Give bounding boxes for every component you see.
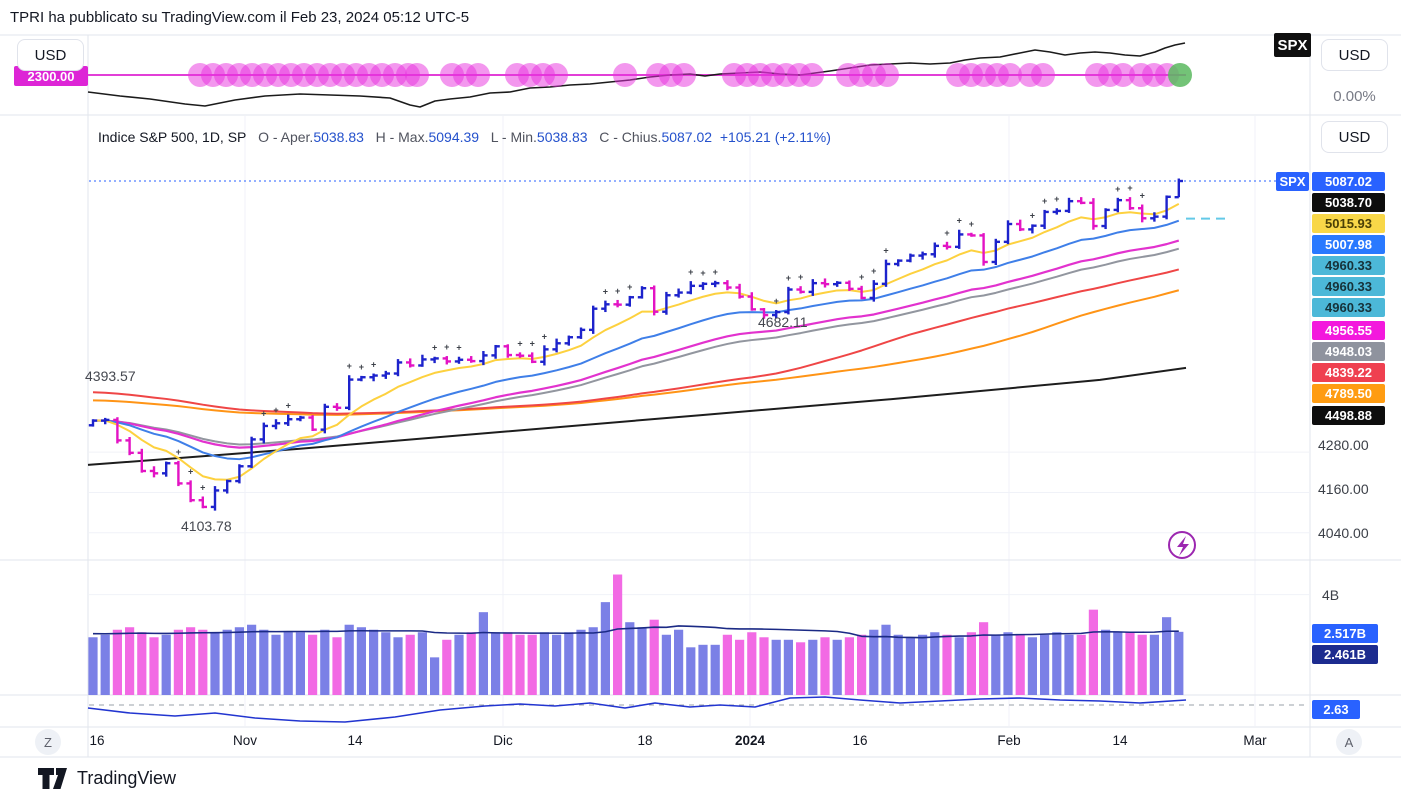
- timeframe-zoom-button[interactable]: Z: [35, 729, 61, 755]
- time-axis-tick[interactable]: Mar: [1243, 733, 1267, 748]
- time-axis-tick[interactable]: Dic: [493, 733, 513, 748]
- legend-open-label: O - Aper.: [258, 129, 314, 145]
- price-label: 4960.33: [1312, 256, 1385, 275]
- legend-high-value: 5094.39: [428, 129, 480, 145]
- time-axis-tick[interactable]: 14: [347, 733, 363, 748]
- svg-text:+: +: [1140, 191, 1145, 201]
- top-panel-price-chip: 2300.00: [14, 66, 88, 86]
- currency-button-top-left[interactable]: USD: [17, 39, 84, 71]
- svg-text:+: +: [688, 267, 693, 277]
- price-label: 4789.50: [1312, 384, 1385, 403]
- svg-text:+: +: [347, 361, 352, 371]
- volume-value-chip: 2.517B: [1312, 624, 1378, 643]
- annotation-pivot-low: 4103.78: [181, 518, 232, 534]
- sub-indicator-chip: 2.63: [1312, 700, 1360, 719]
- time-axis-tick[interactable]: 18: [637, 733, 653, 748]
- svg-text:+: +: [530, 338, 535, 348]
- price-axis-tick[interactable]: 4160.00: [1318, 481, 1369, 497]
- svg-text:+: +: [700, 268, 705, 278]
- top-panel-symbol-chip: SPX: [1274, 33, 1311, 57]
- price-axis-tick[interactable]: 4040.00: [1318, 525, 1369, 541]
- legend-close-value: 5087.02: [661, 129, 713, 145]
- svg-text:+: +: [176, 447, 181, 457]
- chart-legend[interactable]: Indice S&P 500, 1D, SP O - Aper.5038.83 …: [98, 129, 831, 145]
- legend-close-label: C - Chius.: [599, 129, 662, 145]
- svg-text:+: +: [273, 405, 278, 415]
- time-axis-tick[interactable]: Feb: [997, 733, 1021, 748]
- svg-text:+: +: [957, 216, 962, 226]
- svg-text:+: +: [1030, 210, 1035, 220]
- price-label: 4960.33: [1312, 277, 1385, 296]
- svg-text:+: +: [969, 219, 974, 229]
- svg-text:+: +: [517, 338, 522, 348]
- svg-text:+: +: [786, 273, 791, 283]
- svg-text:+: +: [603, 287, 608, 297]
- time-axis-tick[interactable]: 16: [89, 733, 105, 748]
- annotation-pivot-high: 4393.57: [85, 368, 136, 384]
- svg-text:+: +: [359, 362, 364, 372]
- volume-ma-chip: 2.461B: [1312, 645, 1378, 664]
- legend-low-value: 5038.83: [536, 129, 588, 145]
- price-label: 4960.33: [1312, 298, 1385, 317]
- svg-text:+: +: [456, 343, 461, 353]
- legend-title: Indice S&P 500, 1D, SP: [98, 129, 247, 145]
- price-label: 4498.88: [1312, 406, 1385, 425]
- svg-text:+: +: [432, 343, 437, 353]
- svg-text:+: +: [944, 228, 949, 238]
- legend-open-value: 5038.83: [313, 129, 364, 145]
- svg-text:+: +: [713, 267, 718, 277]
- lightning-icon: [1177, 536, 1189, 556]
- time-axis-tick[interactable]: 16: [852, 733, 868, 748]
- svg-text:+: +: [871, 266, 876, 276]
- svg-text:+: +: [188, 466, 193, 476]
- auto-scale-button[interactable]: A: [1336, 729, 1362, 755]
- symbol-price-chip: SPX: [1276, 172, 1309, 191]
- svg-text:+: +: [444, 342, 449, 352]
- svg-text:+: +: [774, 296, 779, 306]
- svg-text:+: +: [859, 272, 864, 282]
- price-label: 5015.93: [1312, 214, 1385, 233]
- currency-button-top-right[interactable]: USD: [1321, 39, 1388, 71]
- price-label: 4948.03: [1312, 342, 1385, 361]
- time-axis-tick[interactable]: Nov: [232, 733, 258, 748]
- svg-text:+: +: [1127, 183, 1132, 193]
- annotation-pivot-mid: 4682.11: [758, 314, 808, 330]
- price-label: 4839.22: [1312, 363, 1385, 382]
- svg-text:+: +: [615, 286, 620, 296]
- svg-text:+: +: [286, 401, 291, 411]
- tradingview-logo-icon: [38, 768, 67, 789]
- price-label: 5007.98: [1312, 235, 1385, 254]
- price-label: 5038.70: [1312, 193, 1385, 212]
- svg-text:+: +: [200, 483, 205, 493]
- price-label: 4956.55: [1312, 321, 1385, 340]
- currency-button-main[interactable]: USD: [1321, 121, 1388, 153]
- price-axis-tick[interactable]: 4280.00: [1318, 437, 1369, 453]
- time-axis-tick-year[interactable]: 2024: [734, 733, 766, 748]
- legend-high-label: H - Max.: [375, 129, 429, 145]
- svg-text:+: +: [1054, 194, 1059, 204]
- svg-text:+: +: [883, 246, 888, 256]
- svg-text:+: +: [1115, 184, 1120, 194]
- svg-text:+: +: [542, 331, 547, 341]
- time-axis-tick[interactable]: 14: [1112, 733, 1128, 748]
- svg-text:+: +: [1042, 196, 1047, 206]
- tradingview-brand-text: TradingView: [77, 768, 177, 788]
- svg-text:+: +: [371, 360, 376, 370]
- price-label-last: 5087.02: [1312, 172, 1385, 191]
- legend-low-label: L - Min.: [490, 129, 537, 145]
- share-header: TPRI ha pubblicato su TradingView.com il…: [10, 9, 470, 26]
- tradingview-logo[interactable]: TradingView: [38, 768, 176, 789]
- svg-text:+: +: [627, 282, 632, 292]
- change-percent: 0.00%: [1333, 88, 1376, 105]
- svg-text:+: +: [798, 272, 803, 282]
- legend-change: +105.21 (+2.11%): [719, 129, 831, 145]
- volume-axis-tick[interactable]: 4B: [1322, 587, 1340, 603]
- svg-text:+: +: [261, 409, 266, 419]
